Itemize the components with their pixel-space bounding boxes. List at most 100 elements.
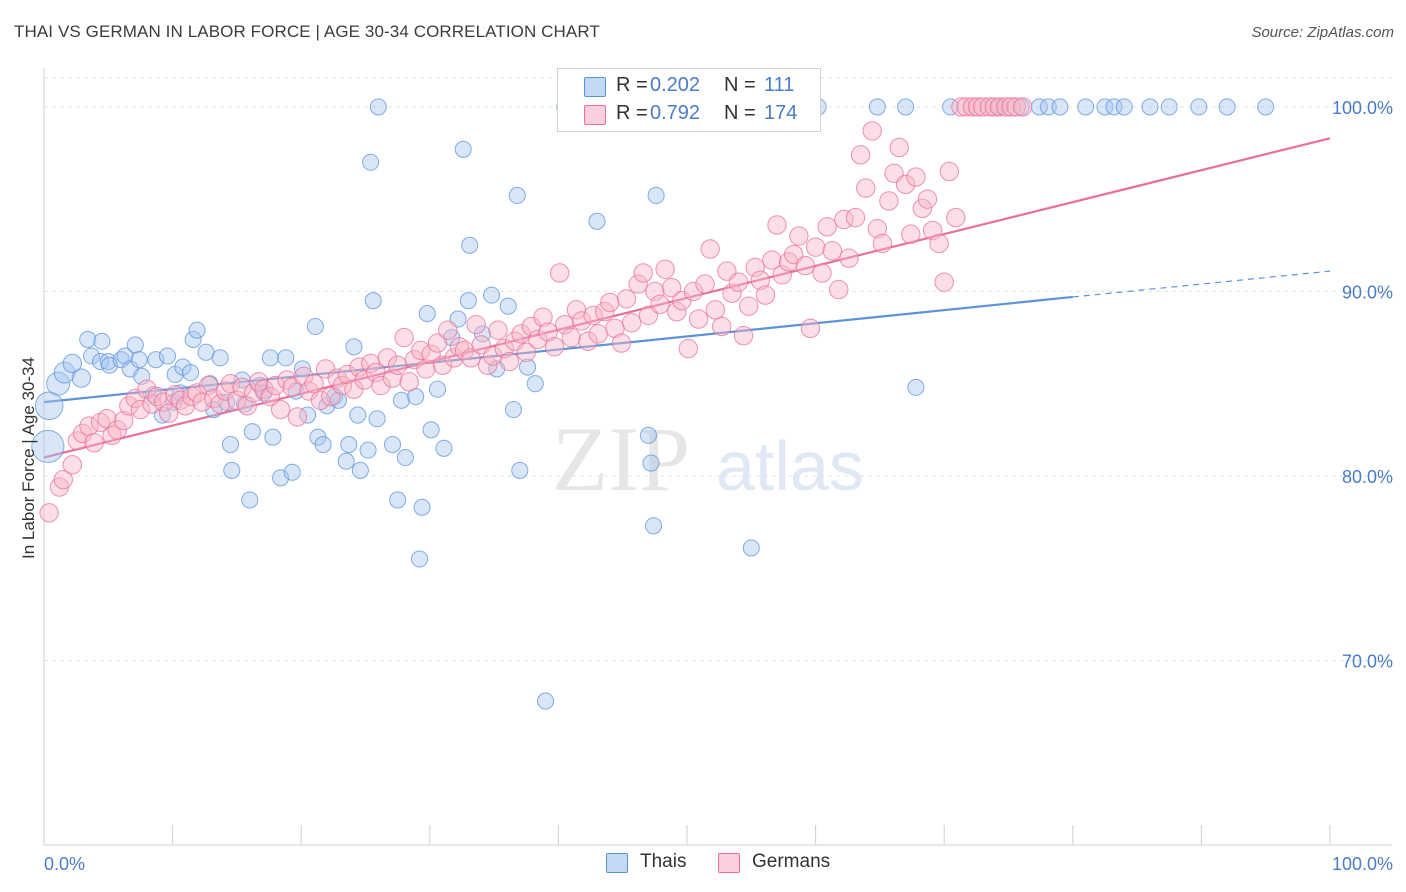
data-point [1190,98,1208,116]
series-germans [39,97,1033,523]
data-point [345,338,363,356]
data-point [767,215,787,235]
data-point [368,410,386,428]
germans-legend-swatch [718,853,740,873]
data-point [795,255,816,276]
data-point [962,97,983,117]
data-point [153,392,174,412]
data-point [805,237,826,257]
data-point [695,274,715,294]
data-point [984,97,1005,117]
data-point [762,250,782,270]
germans-swatch [584,105,606,125]
data-point [188,321,206,339]
data-point [299,406,317,424]
data-point [967,97,988,117]
data-point [956,97,976,117]
data-point [427,333,448,353]
data-point [306,317,324,336]
data-point [438,320,458,340]
data-point [241,491,259,509]
data-point [1012,97,1033,117]
data-point [399,372,419,392]
data-point [868,98,886,116]
data-point [459,292,477,310]
data-point [856,178,876,198]
data-point [304,373,324,394]
data-point [733,326,754,346]
data-point [93,332,111,350]
data-point [293,360,312,378]
data-point [254,379,274,399]
data-point [62,353,82,374]
y-tick-label: 70.0% [1342,651,1393,671]
legend-row-germans: R = 0.792 N = 174 [558,99,820,129]
data-point [182,364,200,382]
data-point [211,349,229,367]
data-point [942,98,960,116]
data-point [996,97,1016,117]
data-point [1006,97,1026,117]
data-point [812,263,832,283]
data-point [351,461,369,479]
n-label: N = [724,102,756,124]
data-point [745,257,765,278]
data-point [383,436,402,454]
data-point [359,441,377,459]
data-point [588,212,606,230]
data-point [237,396,257,416]
data-point [270,399,291,420]
data-point [650,294,670,315]
data-point [265,375,286,396]
data-point [895,174,916,195]
data-point [647,186,665,205]
data-point [600,292,620,313]
data-point [182,386,202,407]
data-point [1051,98,1069,116]
data-point [413,498,431,516]
data-point [466,314,486,335]
data-point [1160,98,1178,116]
data-point [533,307,553,327]
data-point [158,347,177,365]
data-point [418,305,436,323]
data-point [549,263,570,283]
data-point [116,347,134,365]
data-point [130,399,151,420]
data-point [34,391,64,421]
data-point [973,97,993,117]
data-point [508,186,526,205]
data-point [616,289,637,309]
source-label: Source: ZipAtlas.com [1251,24,1394,41]
data-point [223,461,241,479]
data-point [688,309,709,329]
data-point [349,406,367,424]
data-point [454,140,472,158]
watermark: ZIP atlas [552,408,864,510]
x-tick-label: 0.0% [44,854,85,874]
data-point [561,327,581,348]
data-point [594,302,615,322]
data-point [862,121,882,141]
x-tick-label: 100.0% [1332,854,1393,874]
data-point [588,324,608,344]
data-point [946,207,966,228]
data-point [377,348,398,368]
germans-legend-label: Germans [752,851,831,872]
data-point [337,452,355,470]
data-point [494,338,515,359]
data-point [461,236,479,254]
data-point [416,359,436,379]
data-point [261,349,279,367]
data-point [243,383,264,403]
data-point [872,233,893,254]
data-point [46,371,71,396]
data-point [850,145,871,165]
thais-legend-label: Thais [640,851,687,872]
data-point [583,305,603,326]
data-point [789,226,809,246]
data-point [227,390,247,410]
data-point [622,313,642,333]
thais-swatch [584,77,606,97]
data-point [1096,98,1114,116]
